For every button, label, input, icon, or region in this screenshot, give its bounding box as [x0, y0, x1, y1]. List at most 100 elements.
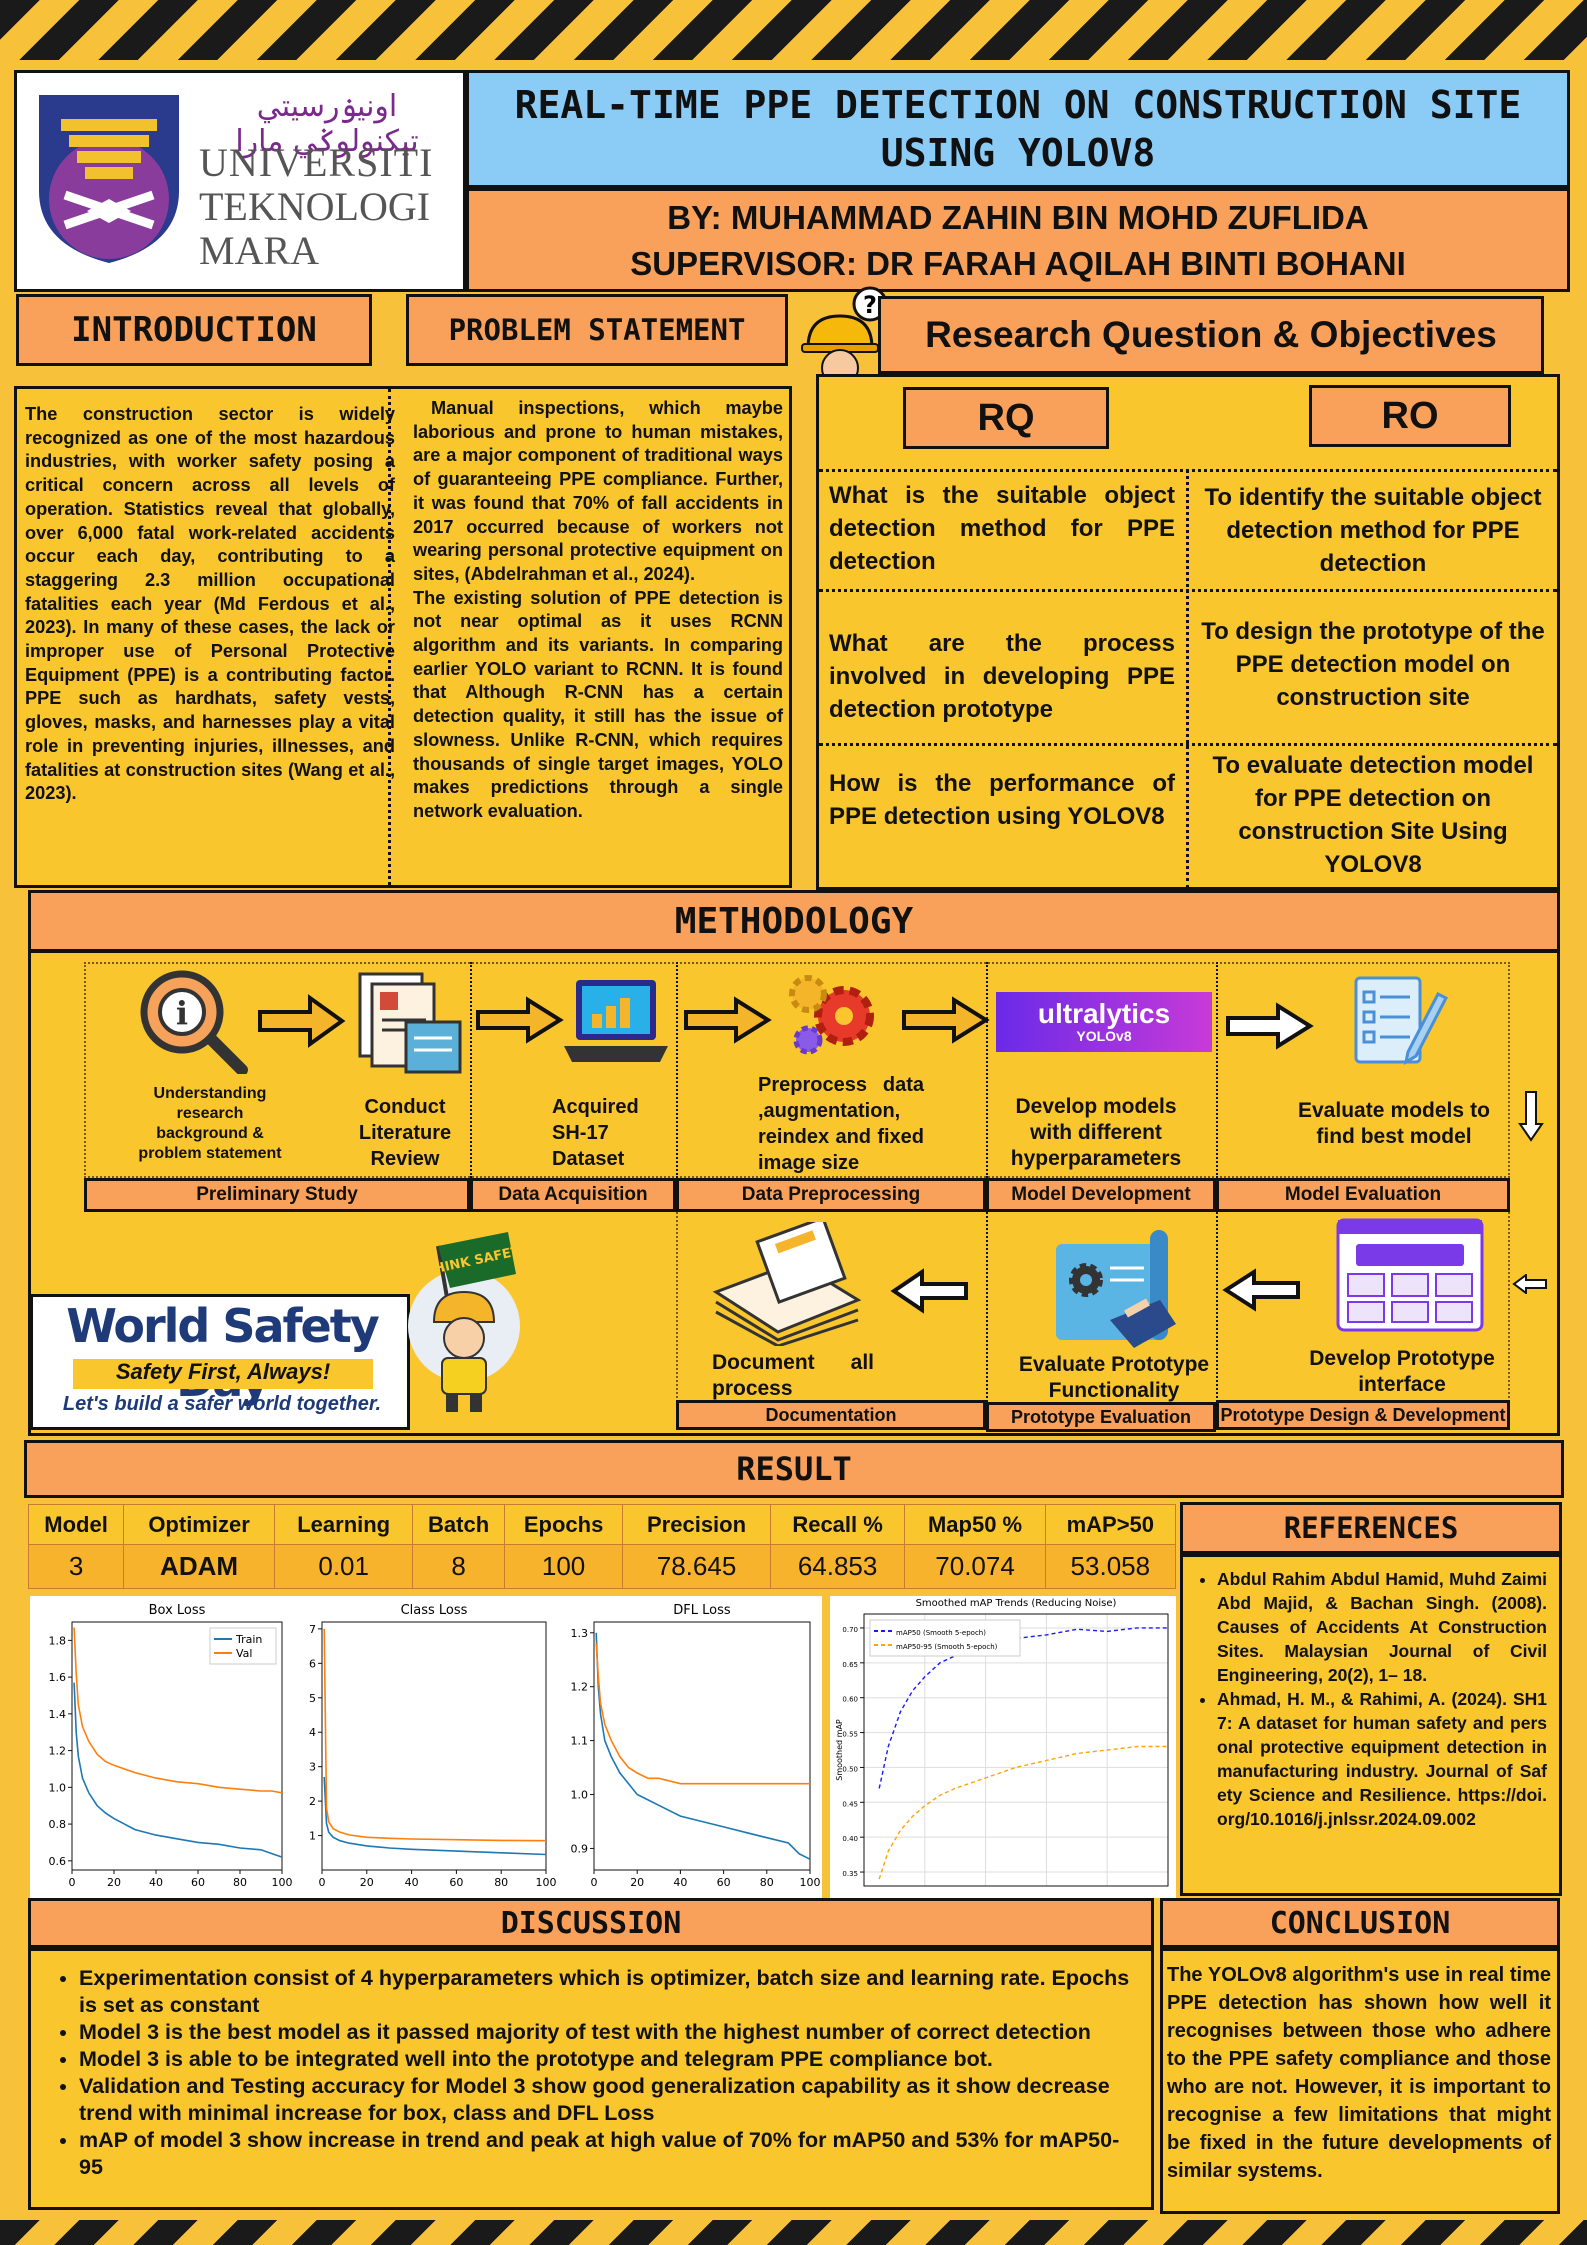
arrow-right-icon — [684, 996, 772, 1044]
dfl-loss-chart: DFL Loss 0.9 1.0 1.1 1.2 1.3 0 20 40 60 80 100 — [558, 1596, 822, 1898]
research-panel: RQ RO What is the suitable object detect… — [816, 374, 1560, 890]
y-tick-label: 4 — [309, 1726, 316, 1739]
step-document: Document all process — [712, 1351, 874, 1400]
y-tick-label: 2 — [309, 1795, 316, 1808]
result-header-cell: Learning — [274, 1504, 414, 1545]
yolov8-text: YOLOv8 — [1076, 1028, 1132, 1044]
logo-line-3: MARA — [199, 228, 320, 273]
phase-preliminary: Preliminary Study — [84, 1178, 470, 1212]
discussion-item: Model 3 is able to be integrated well in… — [79, 2046, 1141, 2073]
frame-sep-2 — [676, 962, 678, 1178]
svg-text:i: i — [176, 994, 188, 1032]
result-cell: 8 — [412, 1544, 505, 1589]
phase-evaluation: Model Evaluation — [1216, 1178, 1510, 1212]
y-tick-label: 0.35 — [842, 1870, 858, 1878]
x-tick-label: 20 — [107, 1876, 121, 1889]
result-header-cell: mAP>50 — [1044, 1504, 1177, 1545]
x-tick-label: 80 — [233, 1876, 247, 1889]
x-tick-label: 100 — [800, 1876, 821, 1889]
y-tick-label: 1.0 — [49, 1781, 67, 1794]
map-trend-chart: Smoothed mAP Trends (Reducing Noise) 0.35… — [830, 1596, 1176, 1898]
y-tick-label: 1.2 — [571, 1681, 589, 1694]
y-tick-label: 0.70 — [842, 1626, 858, 1634]
conclusion-text: The YOLOv8 algorithm's use in real time … — [1167, 1964, 1551, 2182]
documents-icon — [358, 972, 462, 1074]
gears-icon — [789, 975, 874, 1055]
x-tick-label: 40 — [673, 1876, 687, 1889]
ro-label: RO — [1309, 385, 1511, 447]
y-tick-label: 0.65 — [842, 1661, 858, 1669]
y-tick-label: 0.55 — [842, 1731, 858, 1739]
y-tick-label: 6 — [309, 1657, 316, 1670]
hazard-stripe-bottom — [0, 2220, 1587, 2245]
result-header-cell: Model — [27, 1504, 125, 1545]
series-line — [73, 1627, 283, 1794]
result-cell: 100 — [503, 1544, 624, 1589]
arrow-left-icon — [1512, 1274, 1547, 1294]
y-tick-label: 1.1 — [571, 1735, 589, 1748]
wsd-subtitle-2: Let's build a safer world together. — [62, 1393, 382, 1415]
result-data-row: 3 ADAM 0.01 8 100 78.645 64.853 70.074 5… — [27, 1544, 1177, 1589]
rq-2: What are the process involved in develop… — [829, 630, 1175, 723]
result-header-cell: Precision — [622, 1504, 771, 1545]
reference-item: Ahmad, H. M., & Rahimi, A. (2024). SH17:… — [1217, 1687, 1547, 1831]
conclusion-heading: CONCLUSION — [1160, 1898, 1560, 1948]
step-acquired: Acquired SH-17 Dataset — [552, 1096, 639, 1170]
problem-heading: PROBLEM STATEMENT — [406, 294, 788, 366]
uitm-crest-icon — [39, 95, 179, 263]
arrow-right-icon — [476, 996, 564, 1044]
logo-panel: اونيۏرسيتي تيكنولوݢي مارا UNIVERSITI TEK… — [14, 70, 466, 292]
ultralytics-logo: ultralytics YOLOv8 — [996, 992, 1212, 1052]
step-literature: Conduct Literature Review — [358, 1096, 452, 1170]
result-heading: RESULT — [24, 1440, 1564, 1498]
series-line — [73, 1682, 283, 1858]
rq-1: What is the suitable object detection me… — [829, 482, 1175, 575]
result-cell: 78.645 — [622, 1544, 771, 1589]
rq-label: RQ — [903, 387, 1109, 449]
discussion-heading: DISCUSSION — [28, 1898, 1154, 1948]
class-loss-chart: Class Loss 1 2 3 4 5 6 7 0 20 40 60 80 100 — [294, 1596, 558, 1898]
legend-box — [869, 1619, 1021, 1657]
discussion-item: Validation and Testing accuracy for Mode… — [79, 2073, 1141, 2127]
poster-title: REAL-TIME PPE DETECTION ON CONSTRUCTION … — [466, 70, 1570, 188]
x-tick-label: 60 — [717, 1876, 731, 1889]
legend-label: mAP50-95 (Smooth 5-epoch) — [896, 1643, 998, 1651]
introduction-heading: INTRODUCTION — [16, 294, 372, 366]
y-tick-label: 5 — [309, 1692, 316, 1705]
frame2-sep-1 — [986, 1212, 988, 1402]
result-header-row: Model Optimizer Learning Batch Epochs Pr… — [27, 1504, 1177, 1545]
chart-title: DFL Loss — [673, 1603, 731, 1618]
result-header-cell: Batch — [412, 1504, 505, 1545]
references-heading: REFERENCES — [1180, 1502, 1562, 1554]
series-line — [595, 1632, 811, 1860]
x-tick-label: 40 — [405, 1876, 419, 1889]
arrow-down-icon — [1518, 1091, 1544, 1142]
y-tick-label: 0.8 — [49, 1818, 67, 1831]
arrow-left-icon — [890, 1268, 968, 1314]
problem-text: Manual inspections, which maybe laboriou… — [413, 397, 783, 824]
chart-title: Class Loss — [401, 1603, 468, 1618]
plot-frame — [863, 1613, 1169, 1887]
plot-frame — [593, 1621, 811, 1871]
safety-kid-icon: THINK SAFETY — [408, 1232, 528, 1412]
step-develop: Develop models with different hyperparam… — [1010, 1095, 1182, 1170]
problem-paragraph-2: The existing solution of PPE detection i… — [413, 587, 783, 821]
result-table: Model Optimizer Learning Batch Epochs Pr… — [27, 1504, 1177, 1590]
info-magnifier-icon: i — [140, 970, 248, 1074]
wsd-subtitle-1: Safety First, Always! — [73, 1359, 373, 1389]
result-header-cell: Optimizer — [123, 1504, 276, 1545]
step-evaluate: Evaluate models to find best model — [1298, 1099, 1490, 1148]
hazard-stripe-top — [0, 0, 1587, 60]
arrow-left-icon — [1222, 1268, 1300, 1312]
frame2-sep-2 — [1216, 1212, 1218, 1402]
y-tick-label: 1 — [309, 1830, 316, 1843]
logo-line-1: UNIVERSITI — [199, 140, 434, 185]
x-tick-label: 60 — [191, 1876, 205, 1889]
step-proto-iface: Develop Prototype interface — [1309, 1347, 1495, 1396]
rq-col-line — [1186, 469, 1189, 889]
intro-divider — [388, 389, 391, 885]
x-tick-label: 100 — [536, 1876, 557, 1889]
ro-1: To identify the suitable object detectio… — [1204, 484, 1542, 577]
x-tick-label: 0 — [69, 1876, 76, 1889]
frame-sep-1 — [470, 962, 472, 1178]
